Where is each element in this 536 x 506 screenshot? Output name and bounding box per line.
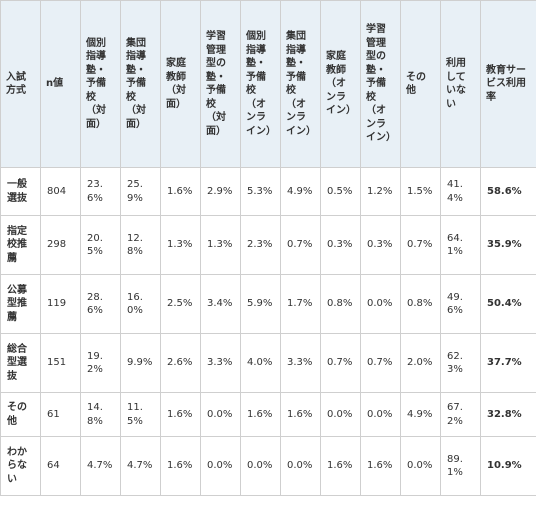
usage-rate-cell: 10.9% <box>480 436 536 496</box>
value-cell: 0.5% <box>320 167 361 216</box>
header-cell: 学習管理型の塾・予備校（オンライン） <box>360 0 401 168</box>
value-cell: 2.3% <box>240 215 281 275</box>
value-cell: 4.7% <box>80 436 121 496</box>
value-cell: 0.7% <box>280 215 321 275</box>
value-cell: 0.0% <box>320 392 361 437</box>
value-cell: 3.3% <box>280 333 321 393</box>
value-cell: 1.6% <box>240 392 281 437</box>
header-cell: 集団指導塾・予備校（対面） <box>120 0 161 168</box>
table-row: その他 61 14.8% 11.5% 1.6% 0.0% 1.6% 1.6% 0… <box>0 392 536 437</box>
value-cell: 4.7% <box>120 436 161 496</box>
value-cell: 20.5% <box>80 215 121 275</box>
value-cell: 0.7% <box>320 333 361 393</box>
value-cell: 41.4% <box>440 167 481 216</box>
value-cell: 67.2% <box>440 392 481 437</box>
method-cell: その他 <box>0 392 41 437</box>
header-cell: 教育サービス利用率 <box>480 0 536 168</box>
value-cell: 1.6% <box>320 436 361 496</box>
value-cell: 23.6% <box>80 167 121 216</box>
value-cell: 64.1% <box>440 215 481 275</box>
value-cell: 0.3% <box>360 215 401 275</box>
value-cell: 1.6% <box>160 167 201 216</box>
value-cell: 1.5% <box>400 167 441 216</box>
table-row: 公募型推薦 119 28.6% 16.0% 2.5% 3.4% 5.9% 1.7… <box>0 274 536 334</box>
value-cell: 5.9% <box>240 274 281 334</box>
value-cell: 5.3% <box>240 167 281 216</box>
value-cell: 1.7% <box>280 274 321 334</box>
n-cell: 119 <box>40 274 81 334</box>
header-cell: 家庭教師（対面） <box>160 0 201 168</box>
table-row: 一般選抜 804 23.6% 25.9% 1.6% 2.9% 5.3% 4.9%… <box>0 167 536 216</box>
value-cell: 0.0% <box>280 436 321 496</box>
value-cell: 1.3% <box>160 215 201 275</box>
usage-rate-cell: 35.9% <box>480 215 536 275</box>
value-cell: 1.3% <box>200 215 241 275</box>
value-cell: 4.0% <box>240 333 281 393</box>
value-cell: 1.6% <box>160 436 201 496</box>
n-cell: 61 <box>40 392 81 437</box>
n-cell: 804 <box>40 167 81 216</box>
value-cell: 0.0% <box>240 436 281 496</box>
table-row: 総合型選抜 151 19.2% 9.9% 2.6% 3.3% 4.0% 3.3%… <box>0 333 536 393</box>
value-cell: 4.9% <box>280 167 321 216</box>
header-cell: 利用していない <box>440 0 481 168</box>
table-row: 指定校推薦 298 20.5% 12.8% 1.3% 1.3% 2.3% 0.7… <box>0 215 536 275</box>
value-cell: 0.0% <box>200 392 241 437</box>
usage-rate-cell: 37.7% <box>480 333 536 393</box>
value-cell: 0.0% <box>360 274 401 334</box>
header-row: 入試方式 n値 個別指導塾・予備校（対面） 集団指導塾・予備校（対面） 家庭教師… <box>0 0 536 168</box>
header-cell: 集団指導塾・予備校（オンライン） <box>280 0 321 168</box>
value-cell: 0.3% <box>320 215 361 275</box>
header-cell: その他 <box>400 0 441 168</box>
value-cell: 25.9% <box>120 167 161 216</box>
value-cell: 1.6% <box>280 392 321 437</box>
header-cell: 個別指導塾・予備校（対面） <box>80 0 121 168</box>
n-cell: 151 <box>40 333 81 393</box>
value-cell: 4.9% <box>400 392 441 437</box>
value-cell: 14.8% <box>80 392 121 437</box>
n-cell: 298 <box>40 215 81 275</box>
value-cell: 62.3% <box>440 333 481 393</box>
value-cell: 3.4% <box>200 274 241 334</box>
value-cell: 16.0% <box>120 274 161 334</box>
table-row: わからない 64 4.7% 4.7% 1.6% 0.0% 0.0% 0.0% 1… <box>0 436 536 496</box>
value-cell: 2.9% <box>200 167 241 216</box>
value-cell: 11.5% <box>120 392 161 437</box>
header-cell: 学習管理型の塾・予備校（対面） <box>200 0 241 168</box>
method-cell: 一般選抜 <box>0 167 41 216</box>
value-cell: 0.8% <box>320 274 361 334</box>
method-cell: 総合型選抜 <box>0 333 41 393</box>
value-cell: 1.2% <box>360 167 401 216</box>
value-cell: 9.9% <box>120 333 161 393</box>
method-cell: わからない <box>0 436 41 496</box>
n-cell: 64 <box>40 436 81 496</box>
usage-rate-cell: 50.4% <box>480 274 536 334</box>
method-cell: 公募型推薦 <box>0 274 41 334</box>
value-cell: 0.7% <box>400 215 441 275</box>
value-cell: 0.8% <box>400 274 441 334</box>
value-cell: 28.6% <box>80 274 121 334</box>
usage-rate-cell: 32.8% <box>480 392 536 437</box>
header-cell: n値 <box>40 0 81 168</box>
usage-rate-cell: 58.6% <box>480 167 536 216</box>
value-cell: 0.0% <box>400 436 441 496</box>
value-cell: 2.6% <box>160 333 201 393</box>
value-cell: 3.3% <box>200 333 241 393</box>
value-cell: 0.7% <box>360 333 401 393</box>
value-cell: 89.1% <box>440 436 481 496</box>
value-cell: 1.6% <box>160 392 201 437</box>
value-cell: 0.0% <box>200 436 241 496</box>
header-cell: 入試方式 <box>0 0 41 168</box>
value-cell: 49.6% <box>440 274 481 334</box>
value-cell: 0.0% <box>360 392 401 437</box>
value-cell: 1.6% <box>360 436 401 496</box>
value-cell: 12.8% <box>120 215 161 275</box>
value-cell: 19.2% <box>80 333 121 393</box>
header-cell: 個別指導塾・予備校（オンライン） <box>240 0 281 168</box>
method-cell: 指定校推薦 <box>0 215 41 275</box>
value-cell: 2.5% <box>160 274 201 334</box>
value-cell: 2.0% <box>400 333 441 393</box>
header-cell: 家庭教師（オンライン） <box>320 0 361 168</box>
